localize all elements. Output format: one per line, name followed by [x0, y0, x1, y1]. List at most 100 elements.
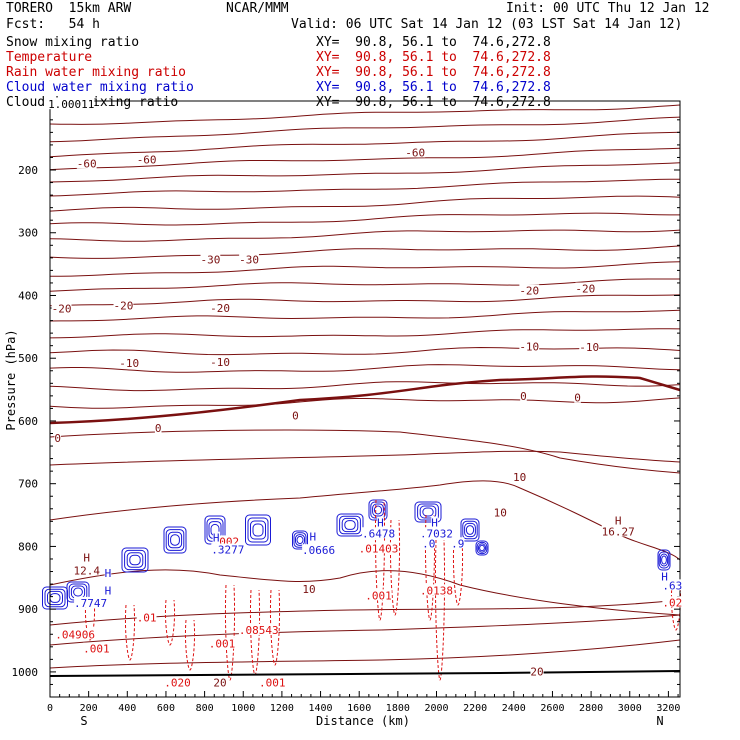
cloud-water-contour [422, 507, 434, 517]
cloud-label-bg [302, 544, 336, 556]
isotherm-line [49, 397, 681, 409]
rain-water-contour [224, 584, 236, 681]
cloud-water-contour [372, 503, 384, 517]
isotherm-line [49, 429, 681, 474]
temperature-label: 0 [520, 390, 527, 403]
x-tick-label: 2800 [579, 703, 603, 714]
cloud-water-contour [419, 505, 437, 519]
cloud-water-contour [344, 520, 356, 530]
rain-water-contour [389, 519, 401, 616]
rain-water-contour [269, 589, 281, 666]
temperature-label: -30 [200, 254, 220, 267]
rain-water-contour [434, 539, 446, 681]
temperature-label-bg [519, 340, 540, 352]
cloud-water-contour [170, 534, 180, 546]
rain-label-bg [662, 596, 683, 608]
rain-label: .01403 [359, 542, 399, 555]
legend-cloud-water-name: Cloud water mixing ratio [6, 80, 194, 95]
temperature-label-bg [513, 470, 527, 482]
temperature-label-bg [113, 299, 134, 311]
cloud-label: .63 [662, 579, 682, 592]
x-tick-label: 1400 [309, 703, 333, 714]
cloud-label-bg [422, 537, 436, 549]
cloud-water-contour [247, 517, 269, 543]
extremum-label: H [431, 517, 438, 530]
temperature-label: -30 [239, 254, 259, 267]
temperature-label: -20 [519, 284, 539, 297]
extremum-label: H [83, 552, 90, 565]
isotherm-line [49, 212, 680, 226]
isotherm-line [49, 278, 680, 292]
cloud-water-contour [124, 549, 146, 571]
isotherm-line [49, 569, 681, 616]
rain-water-contour [452, 539, 464, 606]
isotherm-line [49, 178, 680, 197]
extremum-label-bg [104, 584, 112, 596]
rain-label-bg [208, 637, 236, 649]
temperature-label-bg [119, 357, 140, 369]
x-tick-label: 400 [118, 703, 136, 714]
temperature-label: -10 [579, 341, 599, 354]
cloud-water-contour [659, 553, 669, 567]
extremum-label: 16.27 [602, 525, 635, 538]
y-tick-label: 400 [18, 289, 38, 302]
legend-rain-name: Rain water mixing ratio [6, 65, 187, 80]
temperature-label-bg [302, 583, 316, 595]
temperature-label: 20 [213, 677, 226, 690]
cloud-water-contour [477, 543, 487, 553]
isotherm-line [49, 309, 681, 322]
legend-snow-name: Snow mixing ratio [6, 35, 140, 50]
legend-temperature-name: Temperature [6, 50, 93, 65]
cloud-water-contour [129, 554, 141, 566]
temperature-label: -20 [575, 283, 595, 296]
cloud-water-contour [341, 517, 359, 533]
cloud-water-contour [373, 505, 383, 515]
valid-label: Valid: 06 UTC Sat 14 Jan 12 (03 LST Sat … [291, 17, 683, 32]
cloud-water-contour [339, 515, 361, 535]
rain-label: .020 [164, 677, 191, 690]
cloud-label-bg [211, 543, 245, 555]
cloud-water-contour [49, 593, 61, 603]
cloud-label: .7747 [74, 597, 107, 610]
cloud-water-contour [250, 520, 266, 540]
terrain-line [49, 670, 681, 677]
legend-snow-xy: XY= 90.8, 56.1 to 74.6,272.8 [316, 35, 551, 50]
temperature-label-bg [210, 302, 230, 314]
cloud-label: .0 [422, 537, 435, 550]
extremum-label-bg [601, 525, 635, 537]
rain-label: .001 [365, 589, 392, 602]
extremum-label-bg [104, 566, 112, 578]
isotherm-line [49, 614, 681, 646]
extremum-label: H [213, 532, 220, 545]
cloud-water-contour [476, 541, 488, 555]
rain-label: .0138 [420, 584, 453, 597]
cloud-water-contour [414, 501, 442, 523]
y-tick-label: 500 [18, 352, 38, 365]
isotherm-line [49, 346, 681, 356]
temperature-label: -10 [119, 357, 139, 370]
rain-label-bg [358, 542, 399, 554]
isotherm-line [49, 147, 681, 171]
temperature-label: -20 [52, 303, 72, 316]
isotherm-zero-line [49, 375, 681, 425]
extremum-label-bg [614, 514, 622, 526]
temperature-label-bg [210, 355, 230, 367]
temperature-label: 0 [155, 422, 162, 435]
rain-label-bg [164, 676, 191, 688]
extremum-label: 1.00011 [48, 98, 94, 111]
x-tick-label: 1800 [386, 703, 410, 714]
cloud-water-contour [296, 535, 304, 545]
rain-water-contour [185, 619, 195, 671]
cloud-water-contour [163, 526, 187, 554]
extremum-label-bg [73, 564, 100, 576]
cloud-water-contour [165, 529, 185, 551]
x-tick-label: 1600 [347, 703, 371, 714]
isotherm-line [49, 381, 681, 392]
y-tick-label: 300 [18, 227, 38, 240]
rain-label-bg [212, 535, 240, 547]
isotherm-line [49, 104, 681, 125]
y-tick-label: 600 [18, 415, 38, 428]
temperature-label-bg [154, 421, 162, 433]
cloud-water-contour [126, 552, 144, 568]
temperature-label: 10 [513, 471, 526, 484]
